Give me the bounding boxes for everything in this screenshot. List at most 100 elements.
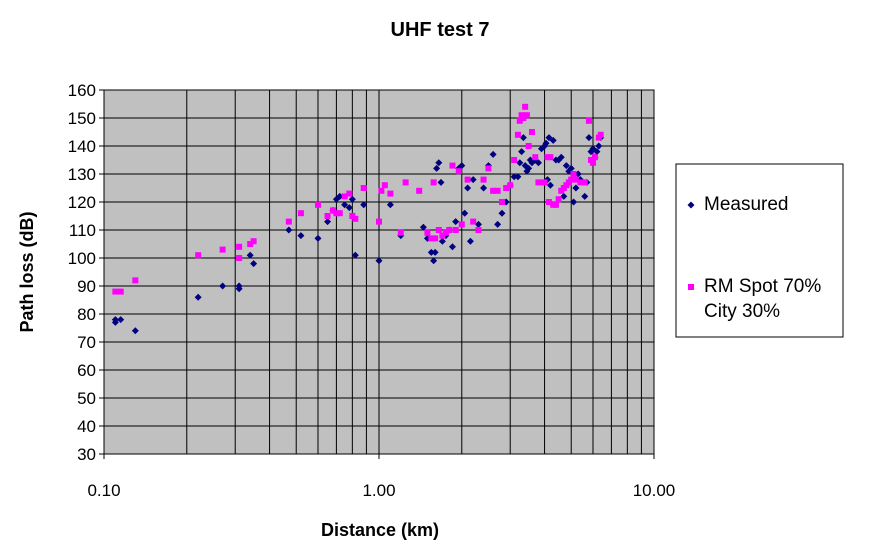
- y-tick-label: 160: [68, 81, 96, 100]
- measured-point: [285, 226, 293, 234]
- x-axis-ticks: 0.10 1.00 10.00: [87, 454, 675, 500]
- rm-spot-point: [585, 117, 592, 124]
- rm-spot-point: [341, 193, 348, 200]
- rm-spot-point: [112, 288, 119, 295]
- legend-label-measured: Measured: [704, 194, 789, 215]
- rm-spot-point: [503, 185, 510, 191]
- x-tick-label: 10.00: [633, 481, 676, 500]
- rm-spot-point: [535, 179, 542, 186]
- measured-point: [314, 234, 322, 242]
- measured-point: [336, 192, 344, 200]
- measured-point: [519, 134, 527, 142]
- rm-spot-point: [485, 165, 492, 172]
- rm-spot-point: [416, 187, 423, 194]
- y-tick-label: 140: [68, 137, 96, 156]
- rm-spot-point: [446, 227, 453, 233]
- rm-spot-point: [498, 199, 505, 205]
- rm-spot-point: [577, 179, 584, 186]
- rm-spot-point: [324, 213, 331, 219]
- measured-point: [351, 251, 359, 259]
- y-tick-label: 120: [68, 193, 96, 212]
- rm-spot-point: [525, 143, 532, 149]
- measured-point: [452, 218, 460, 226]
- measured-point: [419, 223, 427, 231]
- measured-point: [510, 173, 518, 181]
- measured-point: [474, 220, 482, 228]
- measured-point: [494, 220, 502, 228]
- rm-spot-point: [545, 199, 552, 205]
- measured-point: [498, 209, 506, 217]
- rm-spot-point: [236, 255, 243, 261]
- measured-point: [534, 159, 542, 167]
- rm-spot-point: [297, 210, 304, 217]
- measured-point: [360, 201, 368, 209]
- measured-point: [480, 184, 488, 192]
- rm-spot-point: [381, 182, 388, 189]
- y-axis-title: Path loss (dB): [17, 211, 37, 332]
- y-tick-label: 130: [68, 165, 96, 184]
- legend-box: [675, 163, 844, 338]
- y-tick-label: 40: [77, 417, 96, 436]
- rm-spot-point: [346, 190, 353, 197]
- measured-point: [250, 260, 258, 268]
- measured-point: [131, 327, 139, 335]
- rm-spot-point: [555, 196, 562, 203]
- x-tick-label: 0.10: [87, 481, 120, 500]
- measured-point: [518, 148, 526, 156]
- rm-spot-point: [528, 129, 535, 135]
- y-tick-label: 30: [77, 445, 96, 464]
- measured-point: [219, 282, 227, 290]
- measured-point: [572, 184, 580, 192]
- measured-point: [341, 201, 349, 209]
- measured-point: [297, 232, 305, 240]
- measured-point: [433, 164, 441, 172]
- x-axis-title: Distance (km): [321, 520, 439, 540]
- rm-spot-point: [455, 168, 462, 175]
- rm-spot-point: [378, 187, 385, 194]
- rm-spot-point: [514, 131, 521, 138]
- rm-spot-point: [442, 229, 449, 236]
- y-tick-label: 90: [77, 277, 96, 296]
- rm-spot-point: [589, 159, 596, 166]
- rm-spot-point: [597, 131, 604, 138]
- rm-spot-point: [435, 227, 442, 233]
- rm-spot-point: [449, 162, 456, 169]
- rm-spot-point: [402, 179, 409, 186]
- y-tick-label: 50: [77, 389, 96, 408]
- rm-spot-point: [470, 218, 477, 225]
- y-axis-ticks: 30 40 50 60 70 80 90 100 110 120 130 140 150 160: [68, 81, 104, 464]
- rm-spot-point: [285, 218, 292, 225]
- measured-point: [246, 251, 254, 259]
- measured-point: [235, 285, 243, 293]
- measured-point: [194, 293, 202, 301]
- measured-point: [438, 237, 446, 245]
- measured-point: [435, 159, 443, 167]
- rm-spot-point: [432, 235, 439, 242]
- rm-spot-point: [333, 210, 340, 217]
- measured-point: [345, 204, 353, 212]
- y-tick-label: 110: [69, 221, 96, 240]
- legend-marker-rm-spot: [688, 284, 694, 290]
- rm-spot-point: [336, 210, 343, 217]
- rm-spot-point: [439, 232, 446, 239]
- rm-spot-point: [552, 201, 559, 208]
- rm-spot-point: [428, 235, 435, 242]
- y-tick-label: 100: [68, 249, 96, 268]
- rm-spot-point: [424, 229, 431, 236]
- measured-point: [567, 164, 575, 172]
- x-tick-label: 1.00: [362, 481, 395, 500]
- rm-spot-point: [591, 154, 598, 161]
- measured-point: [514, 173, 522, 181]
- rm-spot-point: [376, 218, 382, 225]
- rm-spot-point: [523, 112, 530, 119]
- rm-spot-point: [132, 277, 139, 284]
- measured-point: [427, 248, 435, 256]
- rm-spot-point: [581, 179, 588, 186]
- rm-spot-point: [195, 252, 202, 259]
- rm-spot-point: [522, 103, 529, 110]
- rm-spot-point: [541, 179, 548, 186]
- measured-point: [464, 184, 472, 192]
- legend-label-rm-spot-line: City 30%: [704, 301, 780, 322]
- measured-point: [545, 134, 553, 142]
- measured-point: [593, 148, 601, 156]
